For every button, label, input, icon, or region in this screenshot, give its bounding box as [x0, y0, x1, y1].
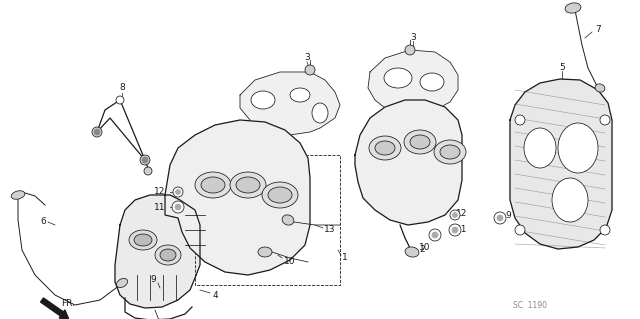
Text: 11: 11 — [456, 226, 468, 234]
Ellipse shape — [175, 189, 180, 195]
Text: 2: 2 — [419, 246, 425, 255]
Ellipse shape — [173, 187, 183, 197]
Ellipse shape — [405, 45, 415, 55]
Ellipse shape — [175, 204, 181, 210]
Ellipse shape — [155, 245, 181, 265]
Ellipse shape — [282, 215, 294, 225]
Polygon shape — [355, 100, 462, 225]
Ellipse shape — [268, 187, 292, 203]
Ellipse shape — [558, 123, 598, 173]
Ellipse shape — [440, 145, 460, 159]
Text: 9: 9 — [150, 276, 156, 285]
Ellipse shape — [201, 177, 225, 193]
Ellipse shape — [305, 65, 315, 75]
Ellipse shape — [116, 278, 127, 288]
Text: 10: 10 — [284, 257, 296, 266]
Text: 12: 12 — [456, 209, 468, 218]
Polygon shape — [510, 79, 612, 249]
Ellipse shape — [94, 129, 100, 135]
Ellipse shape — [497, 215, 503, 221]
Ellipse shape — [515, 115, 525, 125]
Ellipse shape — [432, 232, 438, 238]
Ellipse shape — [565, 3, 581, 13]
Ellipse shape — [117, 97, 123, 103]
Polygon shape — [368, 50, 458, 115]
Ellipse shape — [262, 182, 298, 208]
Text: FR.: FR. — [61, 300, 75, 308]
Ellipse shape — [450, 210, 460, 220]
Ellipse shape — [92, 127, 102, 137]
Ellipse shape — [600, 225, 610, 235]
Ellipse shape — [410, 135, 430, 149]
Text: 3: 3 — [410, 33, 416, 41]
Ellipse shape — [524, 128, 556, 168]
Ellipse shape — [160, 249, 176, 261]
Ellipse shape — [369, 136, 401, 160]
Ellipse shape — [595, 84, 605, 92]
Ellipse shape — [140, 155, 150, 165]
Ellipse shape — [312, 103, 328, 123]
Text: SC  1190: SC 1190 — [513, 300, 547, 309]
Ellipse shape — [515, 225, 525, 235]
Polygon shape — [115, 195, 200, 308]
Ellipse shape — [375, 141, 395, 155]
Text: 11: 11 — [154, 203, 166, 211]
Ellipse shape — [236, 177, 260, 193]
Ellipse shape — [405, 247, 419, 257]
Ellipse shape — [420, 73, 444, 91]
Ellipse shape — [290, 88, 310, 102]
Text: 1: 1 — [342, 254, 348, 263]
Ellipse shape — [434, 140, 466, 164]
Text: 3: 3 — [304, 54, 310, 63]
FancyArrow shape — [40, 298, 68, 319]
Ellipse shape — [129, 230, 157, 250]
Ellipse shape — [452, 212, 458, 218]
Polygon shape — [165, 120, 310, 275]
Ellipse shape — [552, 178, 588, 222]
Ellipse shape — [116, 96, 124, 104]
Text: 4: 4 — [212, 291, 218, 300]
Ellipse shape — [452, 227, 458, 233]
Ellipse shape — [230, 172, 266, 198]
Ellipse shape — [429, 229, 441, 241]
Ellipse shape — [142, 157, 148, 163]
Ellipse shape — [404, 130, 436, 154]
Ellipse shape — [134, 234, 152, 246]
Text: 7: 7 — [595, 26, 601, 34]
Text: 9: 9 — [505, 211, 511, 219]
Ellipse shape — [172, 201, 184, 213]
Text: 13: 13 — [324, 226, 336, 234]
Ellipse shape — [494, 212, 506, 224]
Ellipse shape — [258, 247, 272, 257]
Ellipse shape — [195, 172, 231, 198]
Ellipse shape — [600, 115, 610, 125]
Text: 8: 8 — [119, 84, 125, 93]
Ellipse shape — [384, 68, 412, 88]
Ellipse shape — [144, 167, 152, 175]
Polygon shape — [240, 72, 340, 135]
Ellipse shape — [449, 224, 461, 236]
Ellipse shape — [11, 191, 25, 199]
Text: 10: 10 — [419, 243, 431, 253]
Text: 6: 6 — [40, 218, 46, 226]
Text: 12: 12 — [154, 188, 166, 197]
Ellipse shape — [251, 91, 275, 109]
Text: 5: 5 — [559, 63, 565, 71]
